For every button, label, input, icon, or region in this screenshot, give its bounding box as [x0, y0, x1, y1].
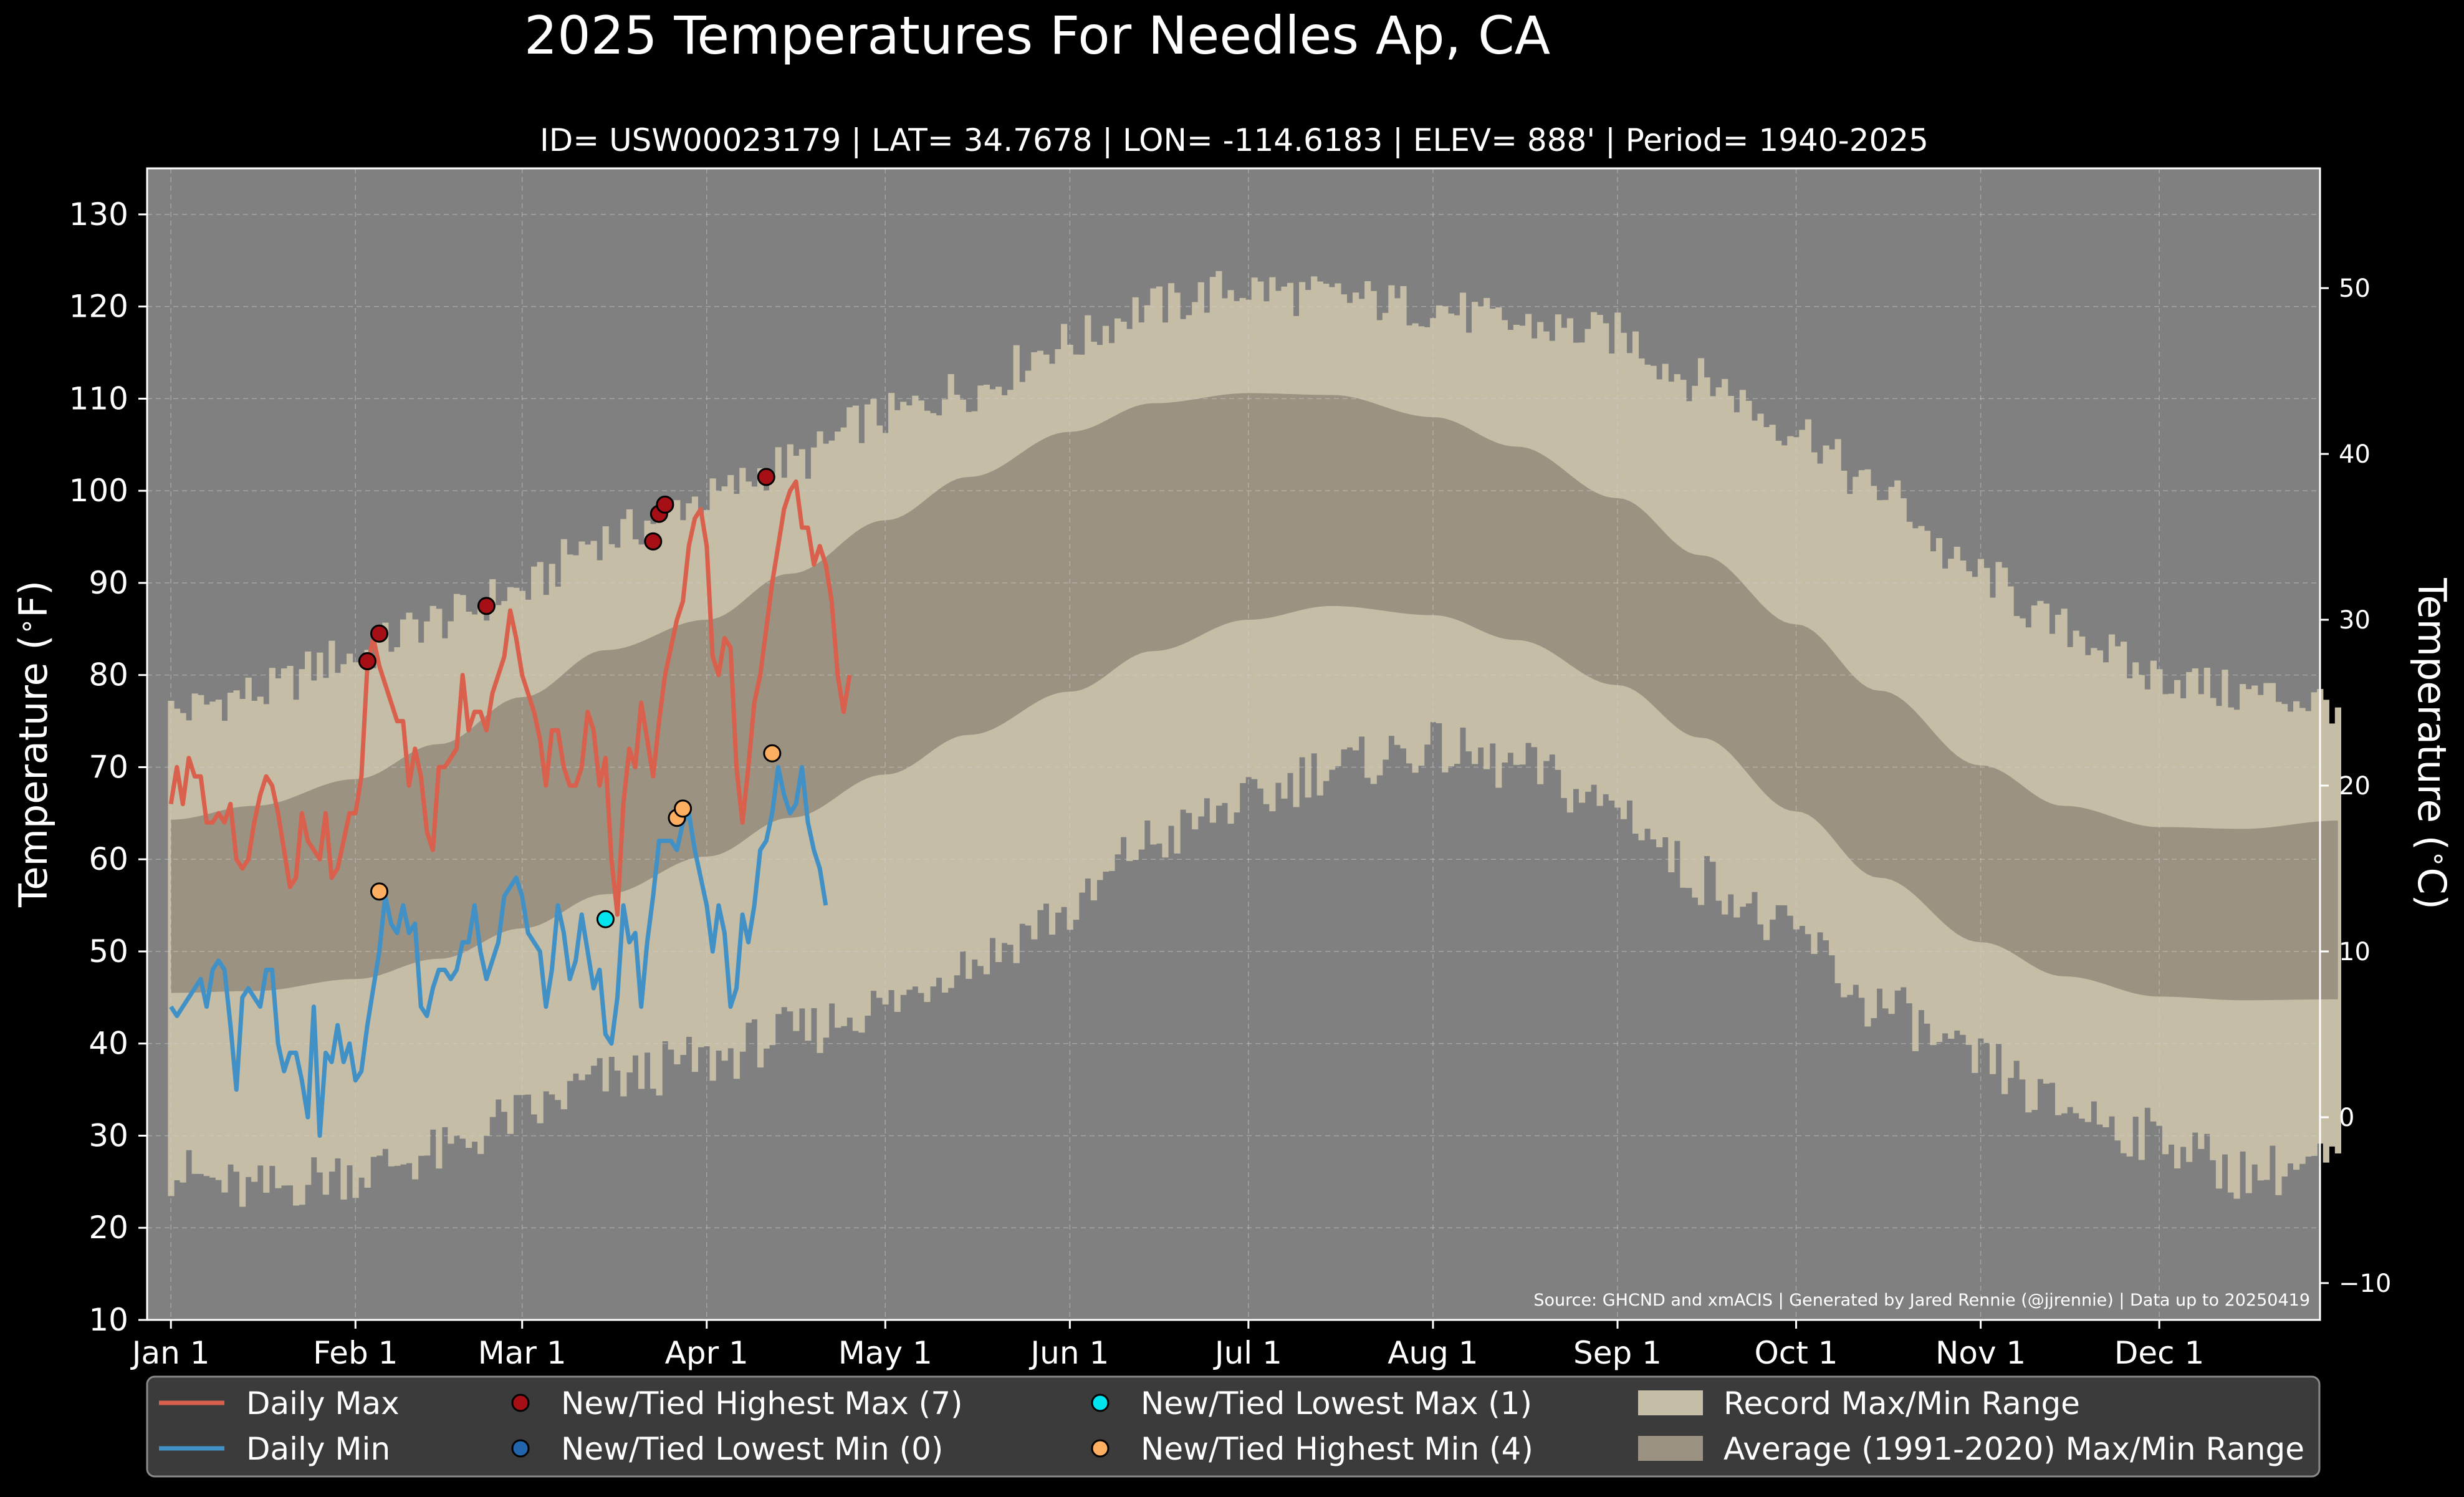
highest-max-marker [370, 624, 388, 643]
right-axis-tick-label: −10 [2339, 1269, 2391, 1298]
x-axis-tick-label: Jul 1 [1213, 1335, 1282, 1371]
legend-swatch-highest_max_marker [511, 1394, 530, 1412]
highest-max-marker [477, 597, 496, 615]
left-y-axis: 10 20 30 40 50 60 70 80 90 100 110 120 130 [69, 196, 147, 1338]
plot-frame [146, 167, 2321, 1321]
legend-label-lowest_min_marker: New/Tied Lowest Min (0) [561, 1431, 943, 1467]
x-axis-tick-label: Nov 1 [1935, 1335, 2026, 1371]
source-note: Source: GHCND and xmACIS | Generated by … [1533, 1291, 2310, 1310]
x-axis: Jan 1 Feb 1 Mar 1 Apr 1 May 1 Jun 1 Jul 1 Aug 1… [130, 1320, 2204, 1371]
x-axis-tick-label: Jun 1 [1028, 1335, 1109, 1371]
left-axis-tick-label: 120 [69, 289, 128, 325]
left-axis-tick-label: 130 [69, 196, 128, 233]
left-axis-tick-label: 20 [89, 1210, 128, 1246]
left-axis-tick-label: 50 [89, 933, 128, 970]
left-axis-tick-label: 40 [89, 1026, 128, 1062]
x-axis-tick-label: Feb 1 [313, 1335, 398, 1371]
left-axis-tick-label: 80 [89, 657, 128, 693]
left-axis-tick-label: 30 [89, 1117, 128, 1153]
legend-swatch-record_range [1638, 1390, 1703, 1415]
x-axis-tick-label: Oct 1 [1754, 1335, 1838, 1371]
x-axis-tick-label: Apr 1 [665, 1335, 749, 1371]
right-axis-label: Temperature (∘C) [2409, 577, 2455, 910]
highest-min-marker [674, 799, 693, 818]
right-axis-tick-label: 30 [2339, 606, 2371, 635]
right-axis-tick-label: 10 [2339, 938, 2371, 966]
right-axis-tick-label: 20 [2339, 772, 2371, 801]
x-axis-tick-label: May 1 [838, 1335, 932, 1371]
record-range-bar [2334, 707, 2342, 1153]
left-axis-tick-label: 90 [89, 565, 128, 601]
left-axis-tick-label: 10 [89, 1302, 128, 1338]
highest-min-marker [763, 744, 782, 763]
legend-swatch-lowest_min_marker [511, 1439, 530, 1458]
highest-max-marker [358, 652, 376, 671]
legend-label-daily_min: Daily Min [246, 1431, 390, 1467]
x-axis-tick-label: Sep 1 [1573, 1335, 1662, 1371]
left-axis-label: Temperature (∘F) [11, 580, 56, 908]
highest-max-marker [656, 495, 674, 514]
lowest-max-marker [596, 910, 615, 928]
legend-box [146, 1375, 2321, 1478]
normal-range-band [171, 393, 2338, 1001]
x-axis-tick-label: Mar 1 [478, 1335, 567, 1371]
chart-subtitle: ID= USW00023179 | LAT= 34.7678 | LON= -1… [540, 122, 1929, 158]
legend: Daily Max Daily Min New/Tied Highest Max (… [146, 1375, 2321, 1478]
highest-min-marker [370, 882, 388, 901]
highest-max-marker [757, 468, 775, 486]
left-axis-tick-label: 100 [69, 473, 128, 509]
legend-label-daily_max: Daily Max [246, 1385, 400, 1422]
record-markers [358, 468, 782, 928]
x-axis-tick-label: Jan 1 [130, 1335, 210, 1371]
legend-label-record_range: Record Max/Min Range [1723, 1385, 2080, 1422]
legend-label-normal_range: Average (1991-2020) Max/Min Range [1723, 1431, 2304, 1467]
right-axis-tick-label: 0 [2339, 1104, 2354, 1132]
legend-swatch-highest_min_marker [1091, 1439, 1110, 1458]
daily-max-line [168, 479, 852, 917]
x-axis-tick-label: Aug 1 [1388, 1335, 1478, 1371]
left-axis-tick-label: 70 [89, 749, 128, 785]
right-y-axis: −10 0 10 20 30 40 50 [2320, 274, 2391, 1298]
daily-min-line [169, 764, 828, 1138]
highest-max-marker [644, 532, 663, 551]
left-axis-tick-label: 110 [69, 380, 128, 416]
left-axis-tick-label: 60 [89, 841, 128, 877]
legend-label-highest_max_marker: New/Tied Highest Max (7) [561, 1385, 963, 1422]
legend-label-highest_min_marker: New/Tied Highest Min (4) [1141, 1431, 1533, 1467]
legend-swatch-lowest_max_marker [1091, 1394, 1110, 1412]
right-axis-tick-label: 50 [2339, 274, 2371, 303]
legend-swatch-normal_range [1638, 1436, 1703, 1461]
legend-label-lowest_max_marker: New/Tied Lowest Max (1) [1141, 1385, 1532, 1422]
chart-title: 2025 Temperatures For Needles Ap, CA [524, 5, 1550, 66]
right-axis-tick-label: 40 [2339, 440, 2371, 469]
plot-area [146, 167, 2342, 1321]
grid-lines [147, 168, 2320, 1321]
x-axis-tick-label: Dec 1 [2114, 1335, 2204, 1371]
